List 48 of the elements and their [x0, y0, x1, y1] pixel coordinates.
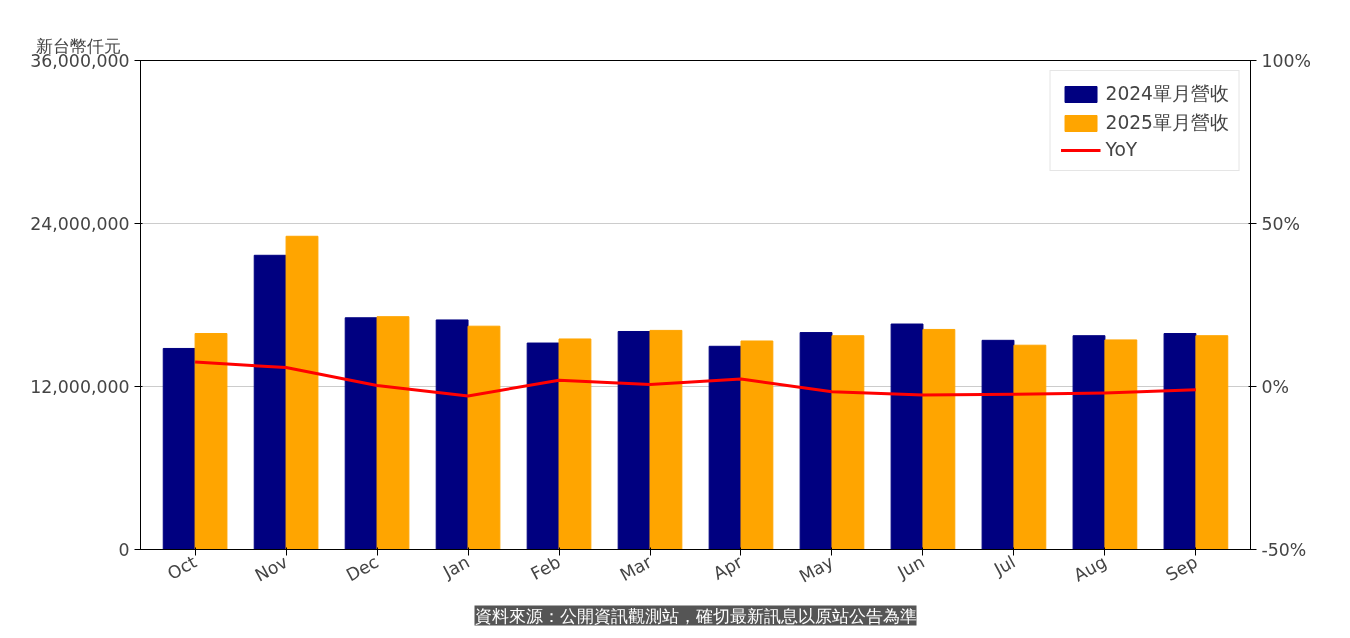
- x-tick-label: Dec: [342, 551, 382, 586]
- source-note: 資料來源：公開資訊觀測站，確切最新訊息以原站公告為準: [474, 605, 917, 626]
- bar: [435, 319, 469, 550]
- y-tick-label: 24,000,000: [30, 214, 130, 234]
- bar: [1163, 333, 1197, 550]
- bar: [194, 333, 228, 550]
- bar: [740, 340, 774, 550]
- x-tick-label: Jun: [893, 551, 928, 583]
- y-tick-label: 0: [118, 540, 130, 560]
- bar: [162, 347, 196, 550]
- y-tick-label: 12,000,000: [30, 377, 130, 397]
- y2-tick-label: 100%: [1261, 50, 1312, 71]
- legend-label: 2024單月營收: [1105, 82, 1229, 106]
- bar: [1013, 344, 1047, 550]
- x-tick-label: Sep: [1162, 551, 1201, 585]
- bar: [890, 323, 924, 550]
- bar: [981, 339, 1015, 550]
- bar: [1072, 335, 1106, 550]
- bar: [617, 330, 651, 550]
- bar: [376, 316, 410, 550]
- x-tick-label: Jan: [438, 551, 473, 583]
- bar: [467, 325, 501, 550]
- bar: [922, 328, 956, 550]
- bar: [285, 235, 319, 550]
- bar: [708, 345, 742, 550]
- x-tick-label: Aug: [1070, 551, 1110, 586]
- y2-tick-label: 0%: [1261, 376, 1289, 397]
- x-tick-label: May: [795, 551, 837, 587]
- bar: [344, 317, 378, 550]
- bar: [253, 254, 287, 550]
- bar: [526, 342, 560, 550]
- bar: [831, 335, 865, 550]
- line-series: [193, 360, 1198, 398]
- x-tick-label: Nov: [251, 551, 291, 586]
- y2-tick-label: 50%: [1261, 213, 1301, 234]
- bar: [649, 329, 683, 550]
- y2-tick-label: -50%: [1261, 539, 1307, 560]
- x-tick-label: Feb: [527, 551, 564, 584]
- bar: [799, 332, 833, 550]
- bar: [1195, 335, 1229, 550]
- legend-label: 2025單月營收: [1105, 111, 1229, 135]
- x-tick-label: Jul: [989, 551, 1019, 580]
- bar: [1104, 339, 1138, 550]
- legend-label: YoY: [1105, 139, 1138, 160]
- x-tick-label: Oct: [164, 551, 201, 584]
- bar: [558, 338, 592, 550]
- x-tick-label: Mar: [616, 551, 656, 585]
- x-tick-label: Apr: [709, 551, 747, 584]
